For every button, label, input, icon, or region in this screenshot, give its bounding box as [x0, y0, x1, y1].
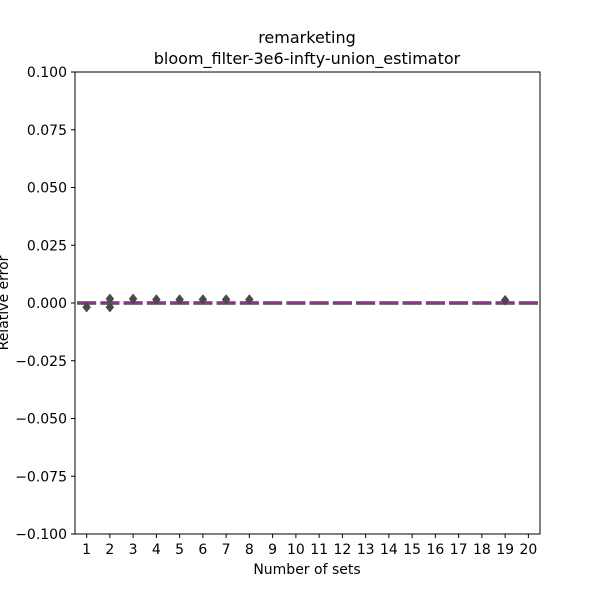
x-tick-label: 14 [380, 542, 398, 558]
x-tick-label: 4 [152, 542, 161, 558]
x-tick-label: 8 [245, 542, 254, 558]
x-tick-label: 5 [175, 542, 184, 558]
y-tick-label: 0.025 [27, 238, 67, 254]
x-tick-label: 20 [519, 542, 537, 558]
x-axis-label: Number of sets [253, 562, 360, 578]
x-tick-label: 9 [268, 542, 277, 558]
y-tick-label: −0.025 [15, 354, 67, 370]
x-tick-label: 15 [403, 542, 421, 558]
plot-frame [74, 71, 541, 535]
outlier-marker [152, 294, 161, 305]
outlier-marker [500, 294, 510, 306]
chart-title: remarketing [258, 28, 356, 47]
outlier-marker [105, 301, 115, 313]
y-axis-label: Relative error [0, 255, 12, 350]
plot-area [77, 293, 538, 313]
x-tick-label: 3 [129, 542, 138, 558]
x-axis: 1 2 3 4 5 6 7 8 9 10 11 12 13 14 15 16 17 18 19 20 [82, 534, 537, 558]
outlier-marker [128, 293, 138, 305]
x-tick-label: 10 [287, 542, 305, 558]
x-tick-label: 13 [357, 542, 375, 558]
x-tick-label: 19 [496, 542, 514, 558]
y-axis: −0.100 −0.075 −0.050 −0.025 0.000 0.025 0.050 0… [15, 65, 75, 543]
y-tick-label: 0.075 [27, 123, 67, 139]
x-tick-label: 18 [473, 542, 491, 558]
outlier-marker [221, 294, 231, 305]
x-tick-label: 17 [450, 542, 468, 558]
y-tick-label: −0.050 [15, 412, 67, 428]
y-tick-label: 0.000 [27, 296, 67, 312]
x-tick-label: 7 [222, 542, 231, 558]
y-tick-label: 0.050 [27, 181, 67, 197]
y-tick-label: 0.100 [27, 65, 67, 81]
x-tick-label: 6 [198, 542, 207, 558]
outlier-marker [82, 301, 91, 313]
x-tick-label: 2 [105, 542, 114, 558]
x-tick-label: 1 [82, 542, 91, 558]
y-tick-label: −0.100 [15, 527, 67, 543]
x-tick-label: 11 [310, 542, 328, 558]
outlier-marker [198, 294, 208, 305]
y-tick-label: −0.075 [15, 469, 67, 485]
chart-subtitle: bloom_filter-3e6-infty-union_estimator [154, 49, 461, 69]
outlier-marker [175, 294, 184, 305]
outlier-marker [245, 294, 254, 305]
x-tick-label: 16 [426, 542, 444, 558]
x-tick-label: 12 [333, 542, 351, 558]
